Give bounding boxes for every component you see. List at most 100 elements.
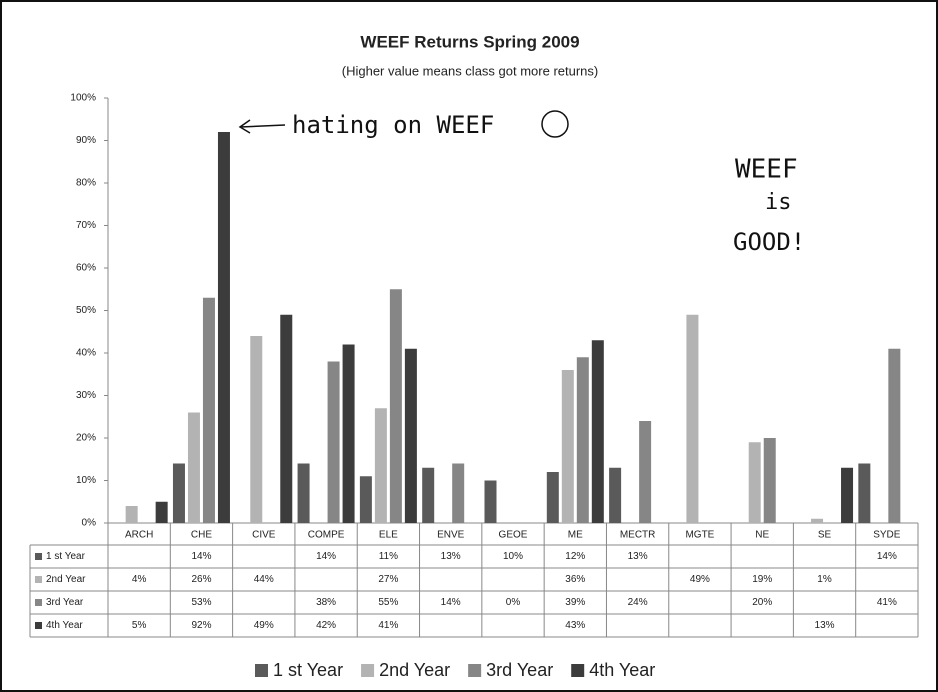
- bar: [485, 481, 497, 524]
- bar: [360, 476, 372, 523]
- table-cell: 36%: [565, 574, 585, 585]
- bar: [405, 349, 417, 523]
- bar: [328, 362, 340, 524]
- frame: [1, 1, 937, 691]
- x-tick-label: SYDE: [873, 530, 901, 541]
- table-cell: 39%: [565, 597, 585, 608]
- table-cell: 14%: [191, 551, 211, 562]
- bar: [592, 340, 604, 523]
- x-tick-label: MGTE: [685, 530, 714, 541]
- face-doodle: [542, 111, 568, 137]
- x-tick-label: SE: [818, 530, 832, 541]
- table-cell: 38%: [316, 597, 336, 608]
- legend-swatch: [468, 664, 481, 677]
- bar: [764, 438, 776, 523]
- table-cell: 1%: [817, 574, 832, 585]
- table-cell: 13%: [441, 551, 461, 562]
- x-tick-label: GEOE: [499, 530, 528, 541]
- annotation: GOOD!: [733, 228, 805, 256]
- bar: [126, 506, 138, 523]
- bar: [888, 349, 900, 523]
- annotation: is: [765, 190, 792, 215]
- y-tick-label: 50%: [76, 305, 96, 316]
- table-cell: 92%: [191, 620, 211, 631]
- bar: [173, 464, 185, 524]
- bar: [811, 519, 823, 523]
- table-cell: 0%: [506, 597, 521, 608]
- x-tick-label: ELE: [379, 530, 398, 541]
- legend-label: 4th Year: [589, 660, 655, 680]
- legend-label: 2nd Year: [379, 660, 450, 680]
- chart-subtitle: (Higher value means class got more retur…: [342, 63, 599, 78]
- bar: [609, 468, 621, 523]
- chart-title: WEEF Returns Spring 2009: [360, 32, 579, 51]
- row-label: 4th Year: [46, 620, 83, 631]
- x-tick-label: NE: [755, 530, 769, 541]
- bar: [218, 132, 230, 523]
- bar: [343, 345, 355, 524]
- y-tick-label: 30%: [76, 390, 96, 401]
- bar: [280, 315, 292, 523]
- bar: [390, 289, 402, 523]
- table-cell: 5%: [132, 620, 147, 631]
- table-cell: 55%: [378, 597, 398, 608]
- legend-swatch: [571, 664, 584, 677]
- table-cell: 44%: [254, 574, 274, 585]
- table-cell: 14%: [877, 551, 897, 562]
- legend-swatch: [361, 664, 374, 677]
- bar: [422, 468, 434, 523]
- bar: [298, 464, 310, 524]
- y-tick-label: 0%: [82, 518, 97, 529]
- x-tick-label: ARCH: [125, 530, 153, 541]
- legend-swatch: [35, 622, 42, 629]
- bar: [686, 315, 698, 523]
- y-tick-label: 40%: [76, 348, 96, 359]
- y-tick-label: 100%: [70, 93, 96, 104]
- table-cell: 19%: [752, 574, 772, 585]
- table-cell: 14%: [316, 551, 336, 562]
- annotation: WEEF: [735, 155, 798, 185]
- table-cell: 24%: [628, 597, 648, 608]
- bar: [156, 502, 168, 523]
- table-cell: 4%: [132, 574, 147, 585]
- table-cell: 49%: [690, 574, 710, 585]
- row-label: 3rd Year: [46, 597, 84, 608]
- row-label: 1 st Year: [46, 551, 86, 562]
- bar: [250, 336, 262, 523]
- bar: [452, 464, 464, 524]
- bar: [749, 442, 761, 523]
- legend-swatch: [35, 553, 42, 560]
- bar: [639, 421, 651, 523]
- bar: [858, 464, 870, 524]
- table-cell: 10%: [503, 551, 523, 562]
- y-tick-label: 20%: [76, 433, 96, 444]
- y-tick-label: 90%: [76, 135, 96, 146]
- legend-label: 1 st Year: [273, 660, 343, 680]
- bar: [203, 298, 215, 523]
- bar: [188, 413, 200, 524]
- table-cell: 12%: [565, 551, 585, 562]
- table-cell: 11%: [379, 551, 398, 562]
- table-cell: 27%: [378, 574, 398, 585]
- table-cell: 43%: [565, 620, 585, 631]
- table-cell: 14%: [441, 597, 461, 608]
- table-cell: 49%: [254, 620, 274, 631]
- x-tick-label: COMPE: [308, 530, 345, 541]
- bar: [577, 357, 589, 523]
- table-cell: 53%: [191, 597, 211, 608]
- x-tick-label: ENVE: [437, 530, 465, 541]
- y-tick-label: 70%: [76, 220, 96, 231]
- legend-swatch: [255, 664, 268, 677]
- legend-swatch: [35, 576, 42, 583]
- y-tick-label: 80%: [76, 178, 96, 189]
- annotation: hating on WEEF: [292, 111, 494, 139]
- x-tick-label: ME: [568, 530, 583, 541]
- arrow: [240, 120, 285, 133]
- bar: [562, 370, 574, 523]
- legend-swatch: [35, 599, 42, 606]
- y-tick-label: 60%: [76, 263, 96, 274]
- table-cell: 41%: [877, 597, 897, 608]
- table-cell: 13%: [628, 551, 648, 562]
- bar: [375, 408, 387, 523]
